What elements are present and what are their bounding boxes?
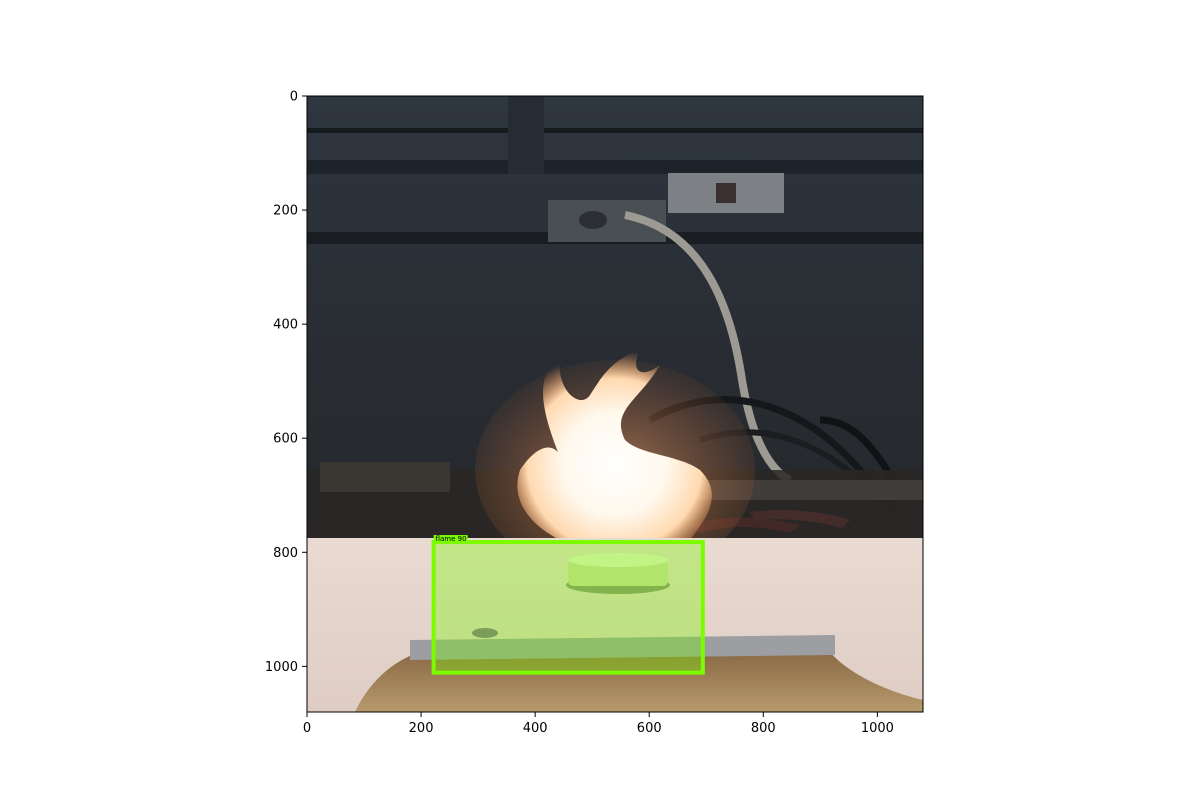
x-tick-label: 200 — [409, 721, 434, 736]
x-tick-label: 800 — [751, 721, 776, 736]
axes-frame — [306, 95, 924, 713]
x-tick-label: 400 — [523, 721, 548, 736]
y-tick-label: 800 — [273, 546, 298, 561]
tray — [320, 462, 450, 492]
x-tick-label: 1000 — [861, 721, 894, 736]
photo — [307, 96, 923, 712]
detection-box — [431, 540, 705, 675]
switch — [716, 183, 736, 203]
y-tick-label: 600 — [273, 432, 298, 447]
x-tick-label: 0 — [303, 721, 311, 736]
y-tick-label: 400 — [273, 318, 298, 333]
post — [508, 96, 544, 174]
board-edge — [410, 635, 835, 660]
x-axis: 0 200 400 600 800 1000 — [303, 712, 894, 736]
outlet-socket — [579, 211, 607, 229]
wood-base — [355, 652, 923, 712]
crucible — [568, 560, 668, 586]
rail — [307, 160, 923, 174]
crucible-rim — [568, 553, 668, 567]
detection-label-bg — [433, 535, 468, 544]
mark — [472, 628, 498, 638]
y-tick-label: 200 — [273, 204, 298, 219]
rail — [307, 128, 923, 133]
power-cable — [624, 211, 792, 484]
y-tick-label: 1000 — [265, 660, 298, 675]
detection-box-fill — [433, 542, 703, 673]
x-tick-label: 600 — [637, 721, 662, 736]
y-axis: 0 200 400 600 800 1000 — [265, 90, 307, 675]
detection-label: flame 90 — [436, 535, 467, 543]
y-tick-label: 0 — [290, 90, 298, 105]
flame — [517, 350, 712, 540]
